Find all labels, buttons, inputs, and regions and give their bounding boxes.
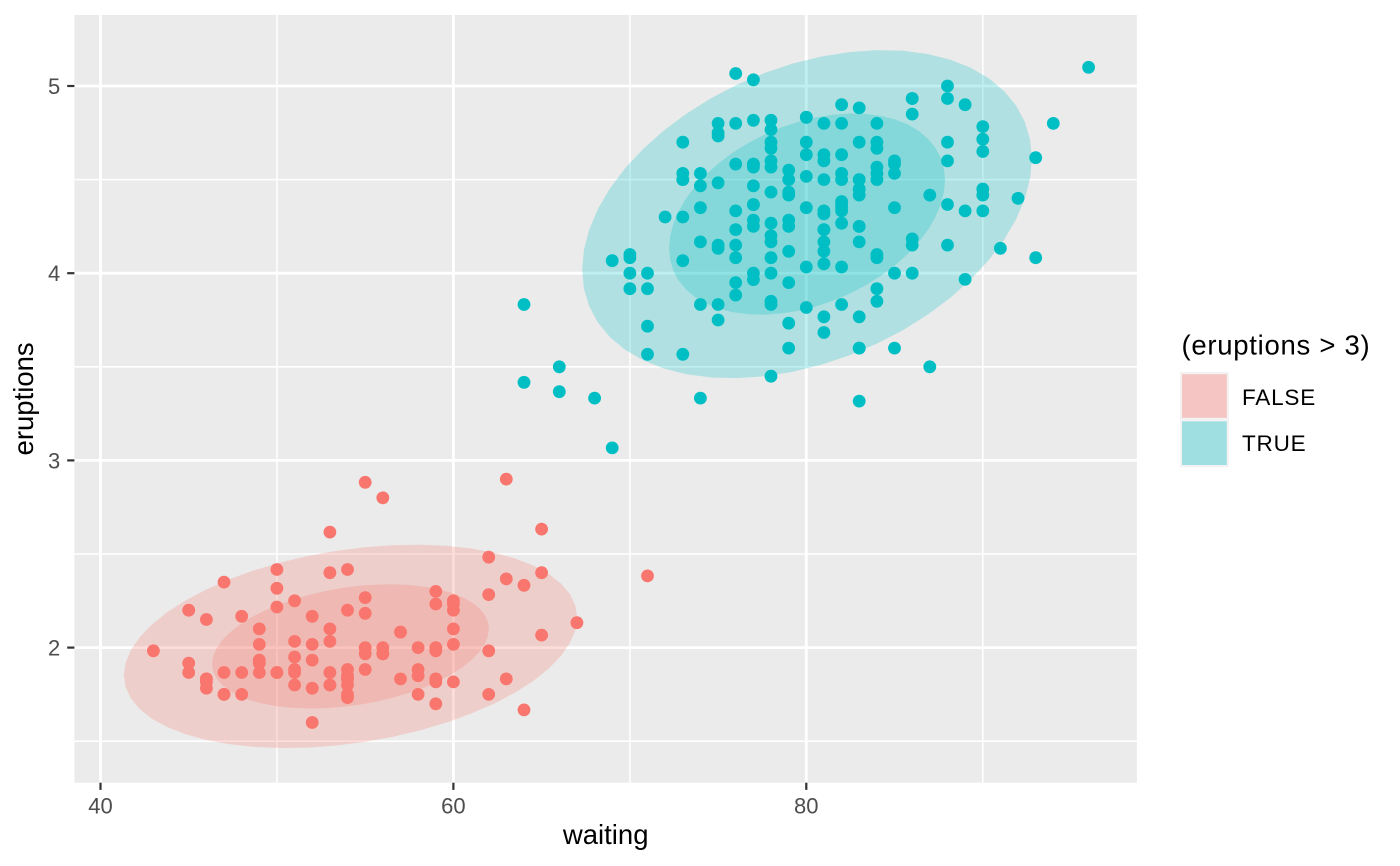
svg-text:3: 3 [48,448,60,473]
svg-text:4: 4 [48,261,60,286]
svg-text:TRUE: TRUE [1242,431,1306,456]
svg-text:FALSE: FALSE [1242,385,1316,410]
svg-text:(eruptions > 3): (eruptions > 3) [1182,330,1371,361]
svg-text:waiting: waiting [562,819,649,850]
svg-text:40: 40 [88,793,112,818]
svg-text:80: 80 [794,793,818,818]
svg-text:60: 60 [441,793,465,818]
svg-text:5: 5 [48,74,60,99]
svg-text:eruptions: eruptions [8,342,39,455]
svg-text:2: 2 [48,636,60,661]
